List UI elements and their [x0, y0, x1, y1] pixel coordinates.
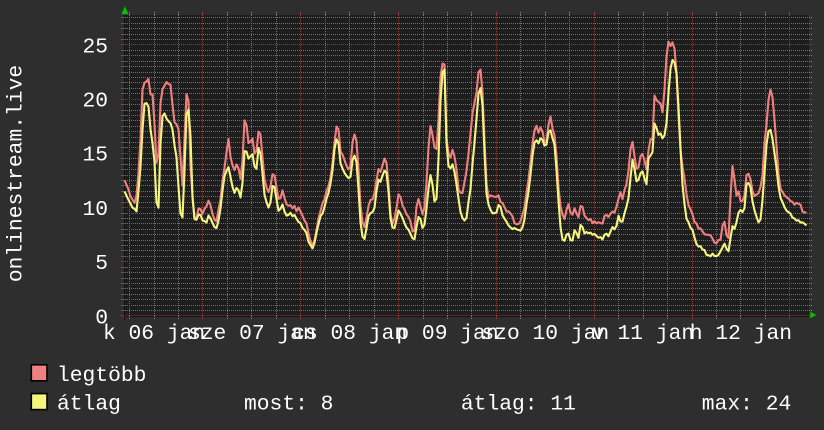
svg-text:k 06 jan: k 06 jan — [103, 322, 205, 346]
svg-text:sze 07 jan: sze 07 jan — [188, 322, 316, 346]
svg-text:0: 0 — [95, 306, 108, 330]
svg-text:legtöbb: legtöbb — [57, 364, 146, 388]
svg-text:cs 08 jan: cs 08 jan — [292, 322, 407, 346]
svg-text:15: 15 — [82, 144, 108, 168]
svg-text:átlag: átlag — [57, 393, 121, 417]
svg-text:átlag: 11: átlag: 11 — [461, 393, 576, 417]
svg-text:onlinestream.live: onlinestream.live — [5, 65, 29, 282]
svg-text:szo 10 jan: szo 10 jan — [481, 322, 609, 346]
svg-text:max: 24: max: 24 — [702, 393, 791, 417]
svg-text:10: 10 — [82, 198, 108, 222]
svg-text:5: 5 — [95, 252, 108, 276]
svg-text:25: 25 — [82, 35, 108, 59]
svg-text:20: 20 — [82, 90, 108, 114]
svg-text:v 11 jan: v 11 jan — [592, 322, 694, 346]
svg-text:p 09 jan: p 09 jan — [396, 322, 498, 346]
svg-text:h 12 jan: h 12 jan — [690, 322, 792, 346]
svg-text:most: 8: most: 8 — [244, 393, 333, 417]
